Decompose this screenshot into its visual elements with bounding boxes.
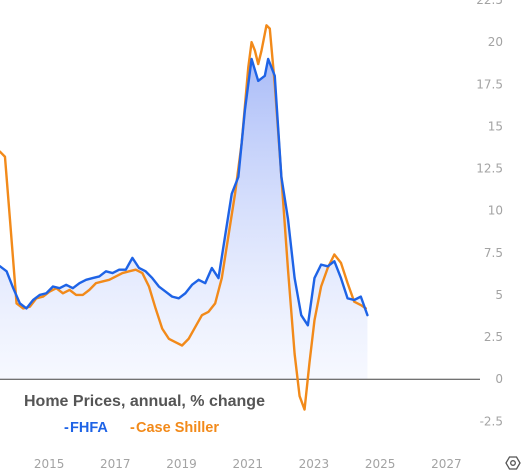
y-tick-label: 17.5: [476, 77, 503, 91]
y-tick-label: 15: [488, 119, 503, 133]
series-line-fhfa: [0, 57, 369, 327]
series-line-case-shiller: [0, 24, 367, 411]
y-tick-label: 20: [488, 35, 503, 49]
x-tick-label: 2021: [232, 457, 263, 471]
legend-item-case-shiller[interactable]: - Case Shiller: [130, 420, 219, 436]
y-tick-label: 2.5: [484, 330, 503, 344]
x-tick-label: 2015: [34, 457, 65, 471]
legend-case-shiller-label: Case Shiller: [136, 420, 219, 436]
x-axis-ticks: 2015 2017 2019 2021 2023 2025 2027: [34, 457, 462, 471]
x-tick-label: 2017: [100, 457, 131, 471]
area-layer: [0, 58, 368, 380]
y-axis-ticks: -2.5 0 2.5 5 7.5 10 12.5 15 17.5 20 22.5: [476, 0, 503, 428]
y-tick-label: -2.5: [480, 414, 503, 428]
x-tick-label: 2019: [166, 457, 197, 471]
y-tick-label: 0: [495, 372, 503, 386]
y-tick-label: 7.5: [484, 246, 503, 260]
y-tick-label: 5: [495, 288, 503, 302]
title-backdrop: [18, 386, 286, 440]
y-tick-label: 22.5: [476, 0, 503, 7]
reset-settings-icon[interactable]: [505, 456, 521, 470]
legend: - FHFA - Case Shiller: [64, 420, 219, 436]
legend-case-shiller-dash: -: [130, 420, 135, 436]
x-tick-label: 2025: [365, 457, 396, 471]
chart-title: Home Prices, annual, % change: [24, 393, 265, 410]
legend-item-fhfa[interactable]: - FHFA: [64, 420, 108, 436]
x-tick-label: 2027: [431, 457, 462, 471]
line-layer: [0, 24, 369, 411]
y-tick-label: 12.5: [476, 162, 503, 176]
legend-fhfa-dash: -: [64, 420, 69, 436]
y-tick-label: 10: [488, 204, 503, 218]
series-area-fhfa: [0, 58, 368, 380]
legend-fhfa-label: FHFA: [70, 420, 108, 436]
x-tick-label: 2023: [299, 457, 330, 471]
